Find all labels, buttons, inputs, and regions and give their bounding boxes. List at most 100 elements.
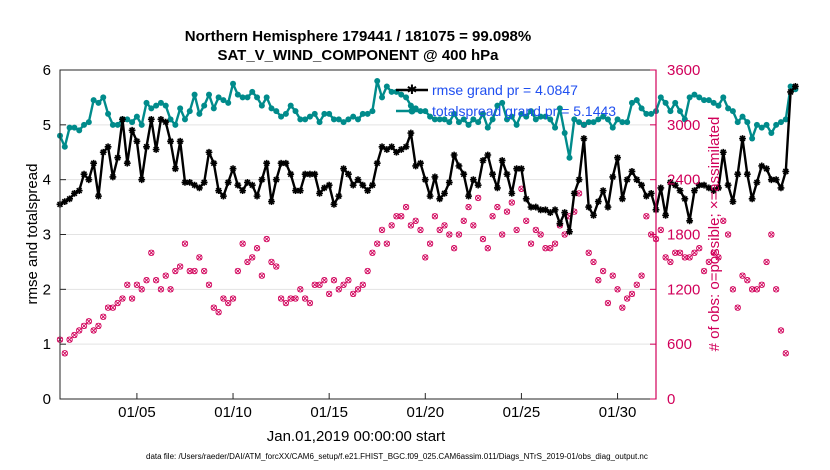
obs-assimilated-marker [398,213,404,219]
totalspread-point [364,110,371,117]
obs-point [148,249,155,256]
obs-possible-marker [624,295,631,302]
obs-possible-marker [249,254,256,261]
y2-tick-label-1: 600 [667,336,692,353]
rmse-point [638,181,645,189]
rmse-point [710,187,718,195]
obs-assimilated-marker [302,295,308,302]
obs-possible-marker [273,263,280,270]
obs-assimilated-marker [95,323,102,329]
obs-assimilated-marker [614,286,621,293]
rmse-point [575,176,583,184]
totalspread-point [109,121,116,128]
obs-point [244,258,251,266]
rmse-point [724,181,732,189]
obs-point [128,295,136,302]
totalspread-point [753,121,760,128]
obs-assimilated-marker [542,245,549,251]
y2-tick-label-4: 2400 [667,172,700,189]
obs-possible-marker [162,272,169,279]
obs-point [201,267,208,275]
totalspread-point [302,116,309,123]
obs-assimilated-marker [225,300,231,306]
totalspread-point [648,110,655,117]
totalspread-point [513,121,520,128]
chart-title-line2: SAT_V_WIND_COMPONENT @ 400 hPa [217,47,499,64]
rmse-point [513,165,521,173]
totalspread-point [76,127,83,134]
rmse-point [647,189,655,197]
totalspread-point [561,130,568,137]
obs-assimilated-marker [273,263,280,270]
obs-point [643,213,650,220]
obs-possible-marker [90,327,97,334]
obs-possible-marker [66,336,73,343]
totalspread-point [465,121,472,128]
obs-possible-marker [152,277,160,284]
obs-possible-marker [681,254,688,261]
obs-point [590,258,597,266]
rmse-point [628,168,636,175]
obs-point [220,295,227,302]
rmse-point [325,181,333,189]
obs-assimilated-marker [307,300,313,306]
totalspread-point [686,94,693,101]
totalspread-point [552,124,559,131]
obs-point [595,277,602,284]
obs-possible-marker [244,258,251,266]
rmse-point [503,170,511,178]
obs-point [753,286,761,293]
rmse-point [590,211,597,219]
rmse-point [215,187,223,195]
obs-point [301,295,309,302]
obs-possible-marker [782,350,789,357]
obs-point [335,286,342,293]
totalspread-point [374,77,381,84]
obs-point [104,304,112,311]
obs-point [551,240,559,247]
obs-point [676,249,684,256]
obs-possible-marker [95,322,102,330]
totalspread-point [321,110,328,117]
totalspread-point [758,124,765,131]
obs-point [292,295,299,302]
obs-possible-marker [475,194,482,202]
obs-assimilated-marker [66,336,73,343]
obs-assimilated-marker [105,304,111,311]
obs-possible-marker [277,295,285,302]
obs-possible-marker [768,231,775,238]
obs-point [436,226,443,234]
rmse-point [167,137,174,145]
totalspread-point [278,113,285,120]
obs-assimilated-marker [734,304,741,311]
totalspread-point [230,80,237,87]
obs-assimilated-marker [167,286,174,293]
obs-assimilated-marker [244,259,251,265]
rmse-point [210,159,218,167]
obs-assimilated-marker [720,218,727,224]
obs-possible-marker [436,226,443,234]
obs-assimilated-marker [90,327,97,334]
y-tick-label-2: 2 [43,281,51,298]
obs-possible-marker [614,286,621,293]
obs-point [710,249,717,256]
totalspread-point [350,113,357,120]
obs-point [330,277,338,284]
chart-title-line1: Northern Hemisphere 179441 / 181075 = 99… [185,28,531,45]
totalspread-point [532,116,539,123]
rmse-point [618,195,626,203]
obs-point [503,208,511,215]
obs-point [527,240,535,247]
obs-assimilated-marker [191,268,198,274]
totalspread-point [326,110,333,117]
obs-assimilated-marker [739,272,746,279]
legend-spread-marker [408,107,416,115]
obs-possible-marker [61,350,68,357]
totalspread-point [133,113,140,120]
obs-possible-marker [604,299,612,307]
x-axis-ticks: 01/05 01/10 01/15 01/20 01/25 01/30 [118,393,636,421]
obs-possible-marker [599,267,607,275]
obs-point [407,222,415,229]
obs-possible-marker [148,249,155,256]
